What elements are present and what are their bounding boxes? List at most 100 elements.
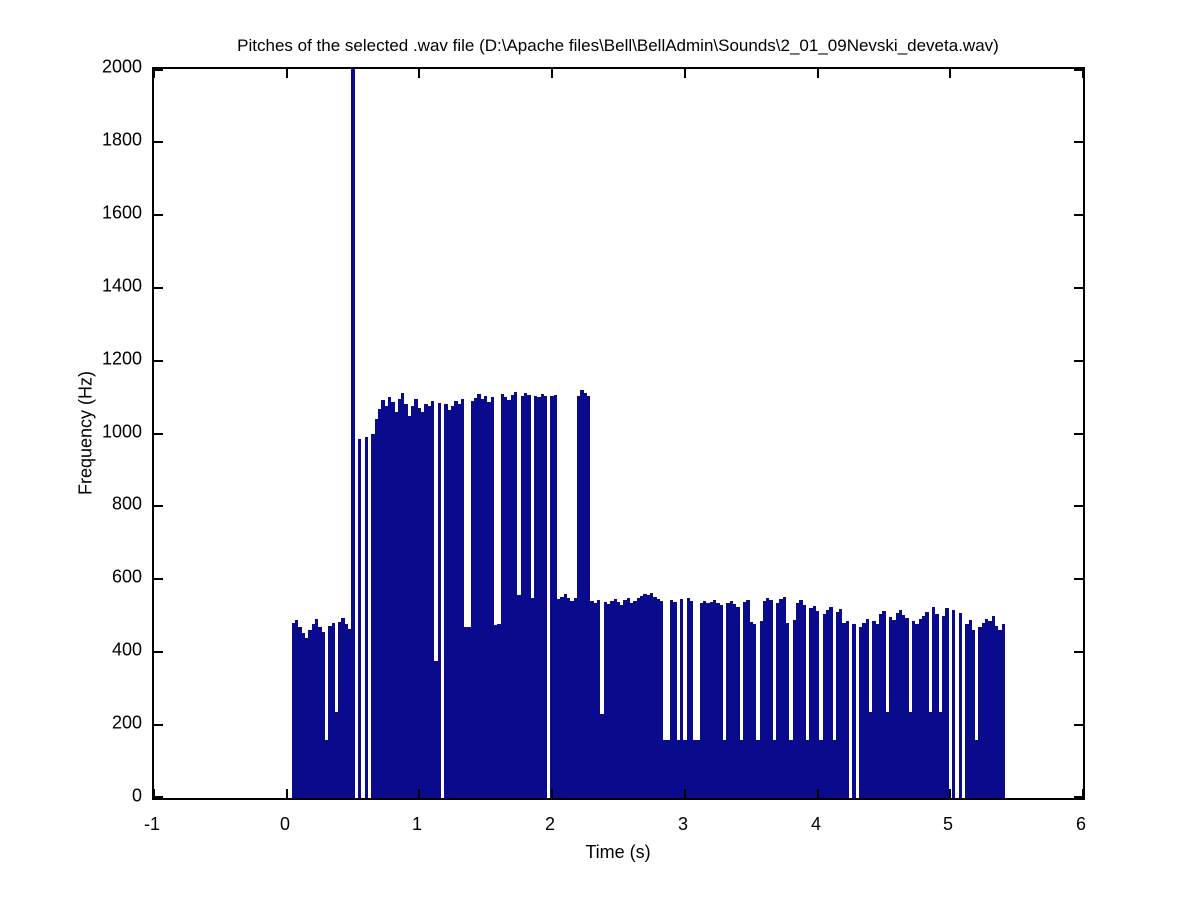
- pitch-bar: [477, 394, 481, 798]
- pitch-bar: [597, 600, 600, 798]
- pitch-bar: [494, 625, 497, 798]
- x-tick-mark: [153, 789, 155, 798]
- pitch-bar: [766, 598, 769, 798]
- pitch-bar: [713, 600, 716, 798]
- pitch-bar: [298, 627, 302, 798]
- pitch-bar: [925, 612, 929, 798]
- pitch-bar: [869, 712, 872, 798]
- pitch-bar: [942, 616, 945, 798]
- pitch-bar: [839, 609, 842, 798]
- pitch-bar: [315, 619, 318, 798]
- pitch-bar: [484, 396, 487, 798]
- x-tick-label: 3: [677, 814, 688, 834]
- y-tick-mark: [1074, 433, 1083, 435]
- pitch-bar: [567, 598, 570, 798]
- pitch-bar: [507, 400, 511, 798]
- pitch-bar: [769, 600, 773, 798]
- pitch-bar: [932, 607, 935, 798]
- pitch-bar: [471, 401, 474, 798]
- pitch-bar: [451, 406, 454, 798]
- pitch-bar: [1002, 624, 1005, 798]
- y-tick-mark: [154, 214, 163, 216]
- pitch-bar: [789, 740, 793, 798]
- plot-area: [152, 67, 1085, 800]
- x-tick-label: -1: [143, 814, 160, 834]
- x-tick-mark: [817, 789, 819, 798]
- pitch-bar: [909, 712, 912, 798]
- pitch-bar: [378, 409, 381, 798]
- pitch-bar: [959, 613, 962, 798]
- y-tick-label: 2000: [101, 56, 142, 77]
- pitch-bar: [341, 618, 345, 798]
- y-tick-mark: [154, 141, 163, 143]
- pitch-bar: [537, 397, 541, 798]
- pitch-bar: [842, 623, 846, 798]
- pitch-bar: [756, 740, 760, 798]
- x-tick-mark: [949, 69, 951, 78]
- pitch-bar: [424, 404, 428, 798]
- pitch-bar: [710, 602, 713, 798]
- pitch-bar: [365, 437, 368, 798]
- y-tick-mark: [154, 651, 163, 653]
- pitch-bar: [371, 434, 375, 798]
- pitch-bar: [428, 406, 431, 798]
- y-tick-label: 1600: [101, 202, 142, 223]
- pitch-bar: [544, 396, 547, 798]
- x-tick-mark: [418, 69, 420, 78]
- pitch-bar: [633, 601, 637, 798]
- pitch-bar: [401, 393, 404, 798]
- pitch-bar: [786, 623, 789, 798]
- pitch-bar: [730, 601, 733, 798]
- y-tick-label: 1800: [101, 129, 142, 150]
- pitch-bar: [733, 604, 736, 798]
- pitch-bar: [899, 610, 902, 798]
- pitch-bar: [610, 601, 614, 798]
- pitch-bar: [929, 712, 932, 798]
- pitch-bar: [600, 714, 604, 798]
- pitch-bar: [375, 419, 378, 798]
- pitch-bar: [720, 605, 723, 798]
- y-tick-label: 400: [111, 639, 142, 660]
- x-tick-mark: [286, 789, 288, 798]
- pitch-bar: [577, 396, 580, 798]
- pitch-bar: [617, 602, 620, 798]
- pitch-bar: [623, 600, 627, 798]
- pitch-bar: [418, 408, 421, 798]
- pitch-bar: [779, 599, 783, 798]
- pitch-bar: [763, 601, 766, 798]
- pitch-bar: [514, 392, 517, 798]
- pitch-bar: [574, 598, 577, 798]
- pitch-bar: [521, 396, 524, 798]
- pitch-bar: [464, 627, 468, 798]
- x-tick-mark: [551, 69, 553, 78]
- pitch-bar: [554, 395, 557, 798]
- y-tick-mark: [1074, 214, 1083, 216]
- pitch-bar: [746, 600, 750, 798]
- x-tick-label: 0: [279, 814, 290, 834]
- pitch-bar: [992, 616, 995, 798]
- pitch-bar: [740, 740, 743, 798]
- pitch-bar: [541, 394, 544, 798]
- pitch-bar: [630, 603, 633, 798]
- x-tick-label: 6: [1075, 814, 1086, 834]
- pitch-bar: [677, 740, 680, 798]
- y-tick-mark: [154, 69, 163, 71]
- x-tick-mark: [1082, 69, 1084, 78]
- pitch-bar: [408, 416, 411, 798]
- y-tick-mark: [154, 287, 163, 289]
- pitch-bar: [876, 624, 879, 798]
- pitch-bar: [647, 595, 650, 798]
- chart-title: Pitches of the selected .wav file (D:\Ap…: [237, 36, 999, 55]
- pitch-bar: [998, 630, 1002, 798]
- y-tick-mark: [154, 433, 163, 435]
- pitch-bar: [580, 390, 584, 798]
- pitch-bar: [905, 618, 909, 798]
- pitch-bar: [690, 601, 693, 798]
- y-tick-mark: [154, 724, 163, 726]
- pitch-bar: [773, 740, 776, 798]
- x-tick-label: 2: [544, 814, 555, 834]
- pitch-bar: [557, 599, 560, 798]
- pitch-bar: [391, 402, 395, 798]
- pitch-bar: [637, 598, 640, 798]
